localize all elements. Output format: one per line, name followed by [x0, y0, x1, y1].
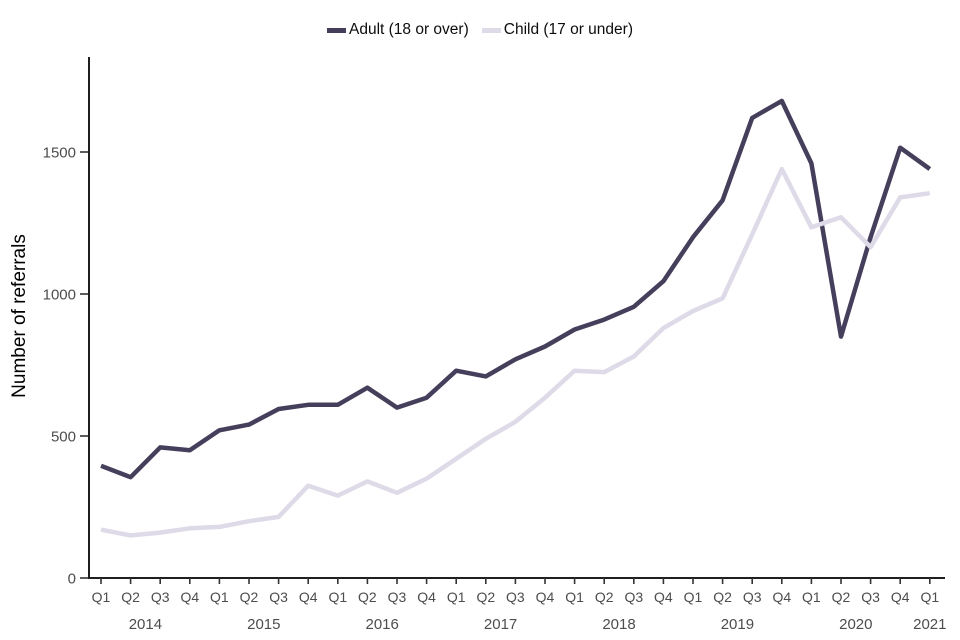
- quarter-label: Q4: [299, 589, 318, 605]
- quarter-label: Q2: [121, 589, 140, 605]
- chart-legend: Adult (18 or over) Child (17 or under): [0, 21, 960, 39]
- legend-label-adult: Adult (18 or over): [349, 21, 469, 38]
- quarter-label: Q1: [802, 589, 821, 605]
- quarter-label: Q3: [743, 589, 762, 605]
- y-tick-label: 1000: [43, 287, 76, 304]
- year-label: 2014: [129, 616, 162, 633]
- quarter-label: Q4: [417, 589, 436, 605]
- year-label: 2015: [247, 616, 280, 633]
- year-label: 2017: [484, 616, 517, 633]
- child-series-line: [100, 166, 931, 538]
- legend-swatch-adult-line: [327, 27, 346, 33]
- quarter-label: Q4: [891, 589, 910, 605]
- quarter-label: Q3: [861, 589, 880, 605]
- quarter-label: Q4: [536, 589, 555, 605]
- year-label: 2021: [913, 616, 946, 633]
- quarter-label: Q3: [269, 589, 288, 605]
- quarter-label: Q3: [388, 589, 407, 605]
- quarter-label: Q1: [92, 589, 111, 605]
- quarter-label: Q2: [240, 589, 259, 605]
- adult-series-line: [100, 98, 932, 480]
- quarter-label: Q3: [506, 589, 525, 605]
- legend-swatch-child-line: [481, 27, 501, 33]
- quarter-label: Q1: [328, 589, 347, 605]
- quarter-label: Q4: [654, 589, 673, 605]
- year-label: 2018: [602, 616, 635, 633]
- quarter-label: Q3: [624, 589, 643, 605]
- quarter-label: Q2: [832, 589, 851, 605]
- y-tick-label: 0: [68, 571, 76, 588]
- legend-label-child: Child (17 or under): [503, 21, 633, 38]
- y-tick-label: 500: [51, 429, 76, 446]
- y-axis-ticks: 0 500 1000 1500: [43, 145, 88, 588]
- quarter-label: Q2: [713, 589, 732, 605]
- quarter-label: Q1: [447, 589, 466, 605]
- quarter-label: Q4: [180, 589, 199, 605]
- year-label: 2019: [721, 616, 754, 633]
- quarter-label: Q2: [358, 589, 377, 605]
- axes: [88, 57, 945, 579]
- legend-item-adult: Adult (18 or over): [327, 21, 469, 39]
- quarter-label: Q1: [920, 589, 939, 605]
- year-label: 2020: [839, 616, 872, 633]
- quarter-label: Q3: [151, 589, 170, 605]
- quarter-label: Q1: [565, 589, 584, 605]
- quarter-label: Q2: [595, 589, 614, 605]
- legend-item-child: Child (17 or under): [481, 21, 633, 39]
- quarter-label: Q1: [684, 589, 703, 605]
- year-label: 2016: [366, 616, 399, 633]
- y-tick-label: 1500: [43, 145, 76, 162]
- quarter-label: Q1: [210, 589, 229, 605]
- series-lines: [100, 98, 932, 538]
- y-axis-title: Number of referrals: [9, 234, 30, 398]
- quarter-label: Q2: [476, 589, 495, 605]
- x-axis-ticks: Q1 Q2 Q3 Q4 2014 Q1 Q2 Q3 Q4 2015 Q1 Q2 Q3 Q4 2016 Q1 Q2…: [92, 578, 946, 633]
- quarter-label: Q4: [772, 589, 791, 605]
